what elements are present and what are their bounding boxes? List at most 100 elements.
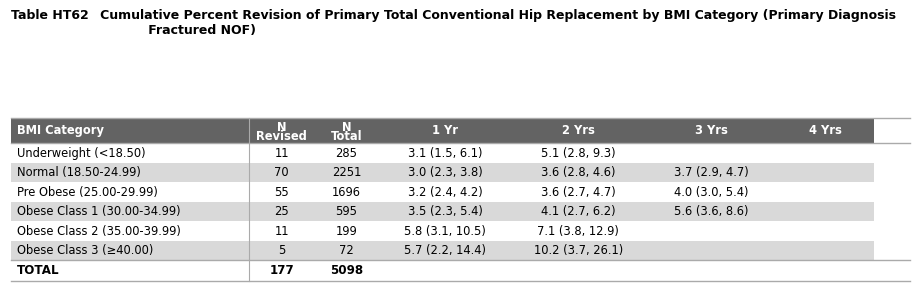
Bar — [250, 221, 314, 241]
Bar — [11, 202, 250, 221]
Bar — [250, 260, 314, 281]
Text: Cumulative Percent Revision of Primary Total Conventional Hip Replacement by BMI: Cumulative Percent Revision of Primary T… — [87, 9, 896, 37]
Bar — [379, 221, 512, 241]
Text: 3.2 (2.4, 4.2): 3.2 (2.4, 4.2) — [408, 186, 483, 199]
Bar — [645, 163, 778, 182]
Bar — [379, 182, 512, 202]
Text: 5.8 (3.1, 10.5): 5.8 (3.1, 10.5) — [404, 225, 486, 238]
Bar — [11, 221, 250, 241]
Bar — [379, 260, 512, 281]
Text: Obese Class 1 (30.00-34.99): Obese Class 1 (30.00-34.99) — [17, 205, 181, 218]
Bar — [314, 143, 379, 163]
Bar — [11, 182, 250, 202]
Text: 595: 595 — [335, 205, 357, 218]
Bar — [379, 163, 512, 182]
Text: 11: 11 — [274, 147, 289, 159]
Bar — [512, 260, 645, 281]
Text: 70: 70 — [274, 166, 289, 179]
Bar — [512, 182, 645, 202]
Bar — [778, 260, 874, 281]
Bar — [314, 118, 379, 143]
Text: 55: 55 — [274, 186, 289, 199]
Bar — [512, 221, 645, 241]
Bar — [11, 163, 250, 182]
Bar — [11, 260, 250, 281]
Bar — [11, 241, 250, 260]
Text: 10.2 (3.7, 26.1): 10.2 (3.7, 26.1) — [533, 244, 623, 257]
Text: 3.7 (2.9, 4.7): 3.7 (2.9, 4.7) — [674, 166, 749, 179]
Bar — [250, 143, 314, 163]
Text: 199: 199 — [335, 225, 357, 238]
Bar — [645, 182, 778, 202]
Text: 3 Yrs: 3 Yrs — [694, 124, 728, 137]
Text: 285: 285 — [335, 147, 357, 159]
Bar — [778, 182, 874, 202]
Bar — [379, 118, 512, 143]
Text: BMI Category: BMI Category — [17, 124, 103, 137]
Text: 72: 72 — [339, 244, 354, 257]
Bar — [379, 241, 512, 260]
Bar — [778, 241, 874, 260]
Text: TOTAL: TOTAL — [17, 264, 59, 277]
Text: 1 Yr: 1 Yr — [432, 124, 459, 137]
Text: 7.1 (3.8, 12.9): 7.1 (3.8, 12.9) — [537, 225, 619, 238]
Text: 3.1 (1.5, 6.1): 3.1 (1.5, 6.1) — [408, 147, 483, 159]
Text: 4 Yrs: 4 Yrs — [810, 124, 843, 137]
Bar — [314, 163, 379, 182]
Bar — [250, 202, 314, 221]
Bar — [314, 241, 379, 260]
Bar — [512, 241, 645, 260]
Bar — [11, 118, 250, 143]
Bar — [645, 118, 778, 143]
Bar — [11, 143, 250, 163]
Bar — [512, 118, 645, 143]
Bar — [645, 260, 778, 281]
Text: Pre Obese (25.00-29.99): Pre Obese (25.00-29.99) — [17, 186, 157, 199]
Bar — [379, 143, 512, 163]
Bar — [645, 241, 778, 260]
Text: 5.7 (2.2, 14.4): 5.7 (2.2, 14.4) — [404, 244, 486, 257]
Text: Underweight (<18.50): Underweight (<18.50) — [17, 147, 146, 159]
Text: 177: 177 — [269, 264, 294, 277]
Text: 5: 5 — [278, 244, 286, 257]
Text: 3.6 (2.7, 4.7): 3.6 (2.7, 4.7) — [541, 186, 615, 199]
Text: 25: 25 — [274, 205, 289, 218]
Bar — [512, 202, 645, 221]
Bar — [778, 143, 874, 163]
Bar — [379, 202, 512, 221]
Text: 2 Yrs: 2 Yrs — [562, 124, 595, 137]
Text: Revised: Revised — [256, 130, 307, 143]
Text: Normal (18.50-24.99): Normal (18.50-24.99) — [17, 166, 141, 179]
Bar — [314, 221, 379, 241]
Text: 4.0 (3.0, 5.4): 4.0 (3.0, 5.4) — [674, 186, 749, 199]
Bar — [778, 118, 874, 143]
Text: 5098: 5098 — [330, 264, 363, 277]
Bar — [645, 143, 778, 163]
Text: N: N — [277, 121, 286, 134]
Text: 5.1 (2.8, 9.3): 5.1 (2.8, 9.3) — [541, 147, 615, 159]
Text: 4.1 (2.7, 6.2): 4.1 (2.7, 6.2) — [541, 205, 615, 218]
Text: 2251: 2251 — [332, 166, 361, 179]
Bar — [314, 182, 379, 202]
Bar — [250, 241, 314, 260]
Bar — [512, 143, 645, 163]
Text: 3.5 (2.3, 5.4): 3.5 (2.3, 5.4) — [408, 205, 483, 218]
Bar — [314, 202, 379, 221]
Text: Table HT62: Table HT62 — [11, 9, 88, 22]
Bar — [250, 182, 314, 202]
Bar — [778, 163, 874, 182]
Text: Obese Class 2 (35.00-39.99): Obese Class 2 (35.00-39.99) — [17, 225, 181, 238]
Bar — [778, 202, 874, 221]
Bar — [778, 221, 874, 241]
Bar — [250, 163, 314, 182]
Bar — [645, 202, 778, 221]
Text: 11: 11 — [274, 225, 289, 238]
Text: N: N — [342, 121, 351, 134]
Bar — [314, 260, 379, 281]
Text: Total: Total — [331, 130, 362, 143]
Text: 3.6 (2.8, 4.6): 3.6 (2.8, 4.6) — [541, 166, 615, 179]
Text: 3.0 (2.3, 3.8): 3.0 (2.3, 3.8) — [408, 166, 483, 179]
Bar — [645, 221, 778, 241]
Text: 1696: 1696 — [332, 186, 361, 199]
Bar — [512, 163, 645, 182]
